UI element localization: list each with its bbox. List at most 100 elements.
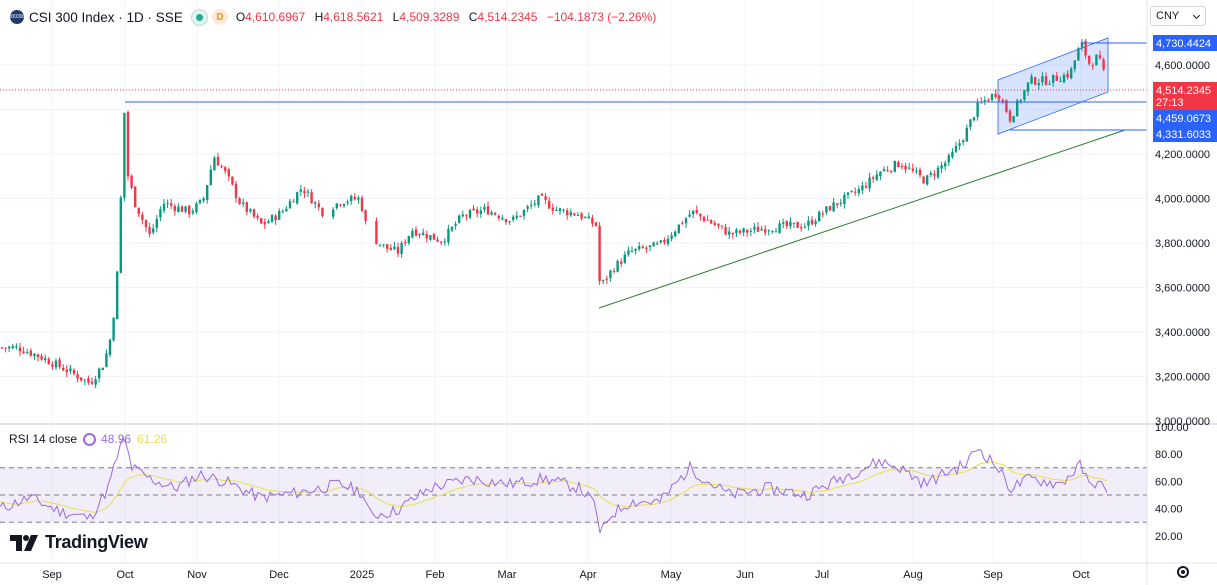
candle-body	[249, 209, 252, 212]
candle-body	[630, 250, 634, 252]
candle-body	[821, 213, 824, 215]
candle-body	[558, 208, 562, 212]
candle-body	[422, 232, 425, 236]
rsi-title[interactable]: RSI 14 close	[9, 432, 78, 446]
candle-body	[695, 209, 698, 213]
price-tag-low: 4,331.6033	[1156, 129, 1211, 141]
candle-body	[756, 226, 760, 232]
candle-body	[382, 244, 385, 246]
candle-body	[976, 101, 979, 117]
candle-body	[922, 176, 925, 184]
tradingview-wordmark: TradingView	[45, 532, 148, 552]
candle-body	[270, 215, 274, 222]
candle-body	[533, 203, 536, 205]
candle-body	[98, 368, 101, 379]
candle-body	[76, 374, 79, 379]
candle-body	[562, 209, 565, 211]
candle-body	[846, 192, 850, 195]
candle-body	[260, 218, 263, 224]
candle-body	[245, 202, 248, 212]
candle-body	[170, 203, 173, 206]
candle-body	[213, 157, 216, 171]
candle-body	[627, 250, 630, 255]
ohlc-values: O4,610.6967 H4,618.5621 L4,509.3289 C4,5…	[236, 10, 656, 24]
candle-body	[760, 229, 763, 231]
time-tick-label: Mar	[498, 569, 517, 581]
price-tag-level-bg	[1153, 110, 1217, 126]
candle-body	[292, 201, 295, 203]
candle-body	[22, 351, 25, 354]
candle-body	[465, 215, 468, 217]
candle-body	[1102, 59, 1105, 70]
candle-body	[123, 112, 126, 198]
currency-select[interactable]: CNY	[1150, 6, 1206, 26]
candle-body	[702, 216, 706, 221]
candle-body	[699, 213, 702, 217]
candle-body	[159, 209, 162, 218]
settings-icon[interactable]	[1177, 566, 1189, 578]
candle-body	[65, 369, 68, 373]
candle-body	[548, 200, 551, 209]
candle-body	[202, 198, 205, 201]
candle-body	[40, 355, 43, 360]
candle-body	[551, 207, 554, 211]
candle-body	[152, 228, 155, 233]
candle-body	[101, 367, 104, 371]
candle-body	[450, 226, 454, 231]
grid	[0, 0, 1147, 563]
candle-body	[666, 238, 670, 244]
candle-body	[177, 206, 180, 212]
candle-body	[936, 167, 940, 178]
candle-body	[1044, 76, 1048, 85]
market-status-icon[interactable]	[190, 8, 208, 26]
candle-body	[267, 221, 270, 224]
rsi-ma-line	[0, 461, 1108, 513]
candle-body	[288, 201, 292, 209]
candle-body	[80, 377, 83, 381]
candle-body	[458, 215, 461, 223]
candle-body	[18, 347, 22, 352]
candle-body	[994, 93, 997, 98]
candle-body	[386, 244, 389, 249]
candle-body	[749, 230, 752, 232]
candle-body	[36, 354, 40, 357]
price-tick-label: 4,000.0000	[1155, 194, 1210, 206]
horizontal-lines[interactable]	[0, 42, 1147, 131]
candle-body	[1037, 83, 1040, 86]
candle-body	[958, 143, 961, 146]
candle-body	[432, 233, 436, 240]
candle-body	[620, 261, 623, 264]
candle-body	[774, 231, 778, 233]
candle-body	[792, 222, 796, 224]
price-tick-label: 3,800.0000	[1155, 238, 1210, 250]
candle-body	[364, 210, 367, 221]
tradingview-logo[interactable]: TradingView	[10, 532, 148, 553]
candle-body	[594, 222, 598, 226]
candle-body	[296, 192, 299, 204]
candle-body	[785, 221, 788, 227]
symbol-title[interactable]: CSI 300 Index · 1D · SSE	[29, 9, 183, 25]
candle-body	[234, 183, 238, 198]
candle-body	[321, 207, 324, 216]
candle-body	[530, 204, 533, 206]
candle-body	[396, 246, 400, 254]
candle-body	[648, 245, 652, 248]
candle-body	[483, 207, 486, 210]
candle-body	[825, 206, 828, 213]
candle-body	[573, 213, 576, 216]
price-tick-label: 4,600.0000	[1155, 60, 1210, 72]
candle-body	[692, 210, 695, 215]
candle-body	[645, 248, 648, 250]
candle-body	[497, 215, 500, 219]
interval-badge[interactable]: D	[211, 9, 228, 25]
open-value: 4,610.6967	[245, 10, 306, 24]
candle-body	[332, 209, 335, 217]
candle-body	[1073, 60, 1076, 70]
candle-body	[1080, 42, 1084, 48]
trend-line[interactable]	[598, 129, 1126, 309]
candle-body	[965, 127, 968, 142]
candle-body	[1052, 74, 1055, 83]
candle-body	[479, 210, 482, 215]
candle-body	[728, 231, 731, 235]
